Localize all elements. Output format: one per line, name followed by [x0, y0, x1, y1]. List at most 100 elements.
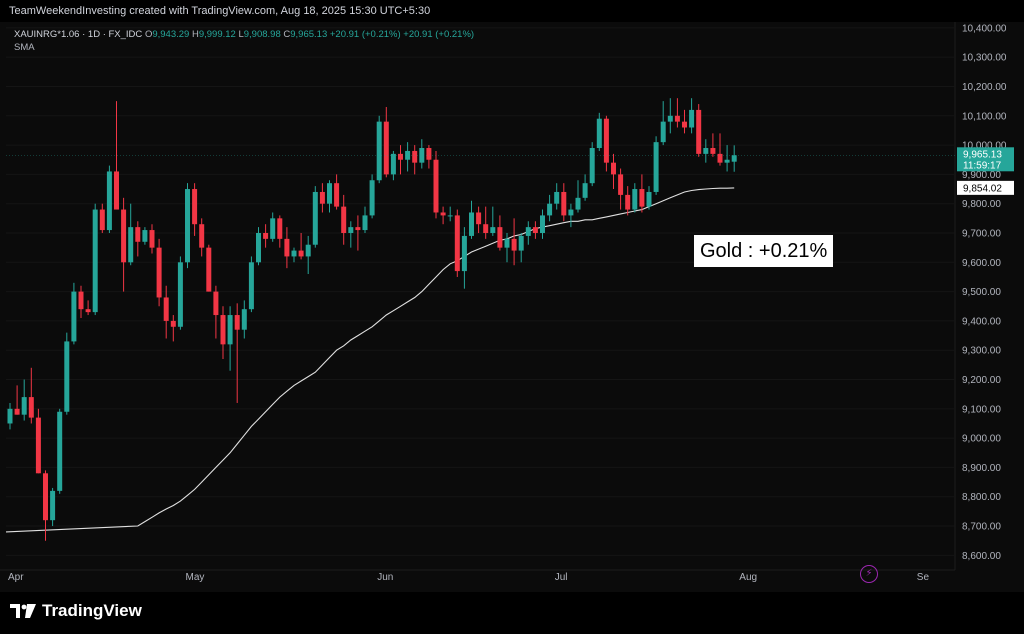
candle-body — [220, 315, 226, 345]
candle — [405, 142, 411, 172]
candle-body — [156, 247, 162, 298]
candle — [596, 112, 602, 151]
candle-body — [540, 215, 545, 233]
candle-body — [106, 171, 112, 231]
time-axis[interactable]: Apr May Jun Jul Aug Se — [8, 572, 929, 583]
candle-body — [327, 183, 332, 204]
candle-body — [319, 191, 325, 204]
candle — [667, 98, 673, 134]
candle — [121, 197, 127, 292]
price-axis[interactable]: 8,600.00 8,700.00 8,800.00 8,900.00 9,000.00… — [962, 23, 1007, 561]
candle — [660, 101, 666, 146]
candle-body — [724, 159, 730, 163]
candle-body — [660, 121, 666, 143]
price-tick-label: 9,800.00 — [962, 199, 1001, 210]
candle-body — [85, 309, 91, 313]
candle-body — [206, 247, 212, 292]
candle — [561, 183, 567, 222]
candle-body — [291, 250, 297, 257]
grid — [0, 22, 956, 571]
candle-body — [348, 227, 354, 233]
candle-body — [28, 397, 34, 418]
candle-body — [185, 189, 190, 263]
candle-body — [596, 118, 602, 149]
open-label: O — [144, 29, 153, 40]
candle-body — [355, 227, 361, 231]
candle — [355, 215, 361, 251]
price-tick-label: 10,200.00 — [962, 82, 1007, 93]
price-tick-label: 9,200.00 — [962, 375, 1001, 386]
candle-body — [241, 309, 247, 330]
candle-body — [419, 148, 425, 163]
candle-body — [263, 232, 269, 239]
change-value-2: +20.91 (+0.21%) — [403, 29, 475, 40]
time-tick-label: Jun — [377, 572, 393, 583]
candle — [639, 174, 645, 213]
symbol-name[interactable]: XAUINRG*1.06 · 1D · FX_IDC — [14, 29, 143, 40]
candle — [440, 206, 446, 225]
candle — [334, 174, 340, 210]
candle-body — [376, 121, 382, 181]
candle-body — [433, 159, 439, 213]
chart-area[interactable]: 8,600.00 8,700.00 8,800.00 8,900.00 9,000.00… — [0, 22, 1024, 592]
candle — [518, 232, 524, 263]
candle-body — [561, 191, 567, 216]
candle — [568, 203, 574, 228]
price-tick-label: 9,900.00 — [962, 170, 1001, 181]
candle — [43, 470, 48, 541]
candle-body — [603, 118, 609, 163]
candle-body — [213, 291, 219, 316]
sma-price-tag — [957, 180, 1014, 195]
candle-body — [490, 227, 496, 233]
candle-body — [646, 191, 652, 207]
candle — [7, 402, 13, 430]
candle-body — [568, 209, 574, 216]
candle-body — [92, 209, 98, 313]
candle — [248, 256, 254, 313]
attribution-header: TeamWeekendInvesting created with Tradin… — [0, 0, 1024, 22]
candle — [575, 180, 581, 213]
candle-body — [390, 153, 396, 175]
time-tick-label: Aug — [739, 572, 757, 583]
candle-body — [50, 490, 56, 521]
candle — [142, 227, 148, 245]
candle — [504, 232, 510, 263]
price-tick-label: 10,100.00 — [962, 111, 1007, 122]
candle-body — [461, 235, 467, 272]
candle-body — [234, 315, 240, 330]
candlestick-chart[interactable]: 8,600.00 8,700.00 8,800.00 8,900.00 9,000.00… — [0, 22, 1024, 592]
candle — [263, 224, 269, 248]
sma-indicator-label[interactable]: SMA — [14, 42, 35, 53]
candle-body — [525, 227, 531, 236]
candle-body — [674, 115, 680, 122]
candle — [653, 136, 659, 195]
price-tick-label: 9,100.00 — [962, 404, 1001, 415]
candle-body — [270, 218, 276, 239]
candle — [611, 153, 616, 190]
candle — [50, 487, 56, 527]
candle-body — [341, 206, 347, 233]
candle-body — [731, 155, 737, 162]
candle — [461, 227, 467, 289]
candle-body — [277, 218, 283, 239]
sma-price-tag-value: 9,854.02 — [963, 183, 1002, 194]
candle — [589, 142, 595, 187]
candle-body — [248, 262, 254, 310]
candle-body — [99, 209, 105, 231]
time-tick-label: Jul — [555, 572, 568, 583]
candle-body — [667, 115, 673, 122]
tradingview-logo[interactable]: TradingView — [10, 601, 142, 621]
candle — [163, 285, 169, 339]
time-tick-label: Se — [917, 572, 930, 583]
candle-body — [312, 191, 318, 245]
candle — [192, 183, 198, 236]
candle-body — [7, 408, 13, 424]
last-price-tag-value: 9,965.13 — [963, 149, 1002, 160]
low-value: 9,908.98 — [243, 29, 281, 40]
candle-body — [454, 215, 460, 272]
candle — [78, 285, 84, 318]
candle — [632, 183, 638, 213]
candle — [682, 109, 687, 134]
lightning-icon[interactable]: ⚡ — [860, 565, 878, 583]
candle — [241, 300, 247, 339]
